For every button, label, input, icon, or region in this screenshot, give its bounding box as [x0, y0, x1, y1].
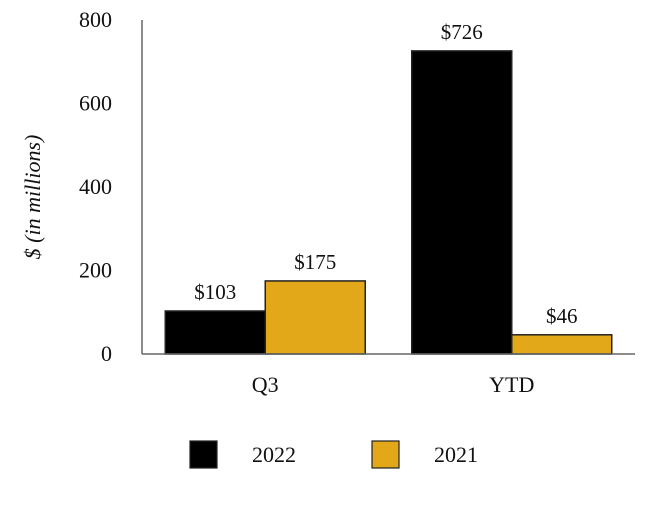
- data-label: $175: [294, 250, 336, 274]
- x-axis-categories: Q3 YTD: [252, 372, 535, 397]
- data-labels: $103 $175 $726 $46: [194, 20, 577, 328]
- bar-2021-Q3: [264, 280, 366, 355]
- y-axis-ticks: 0 200 400 600 800: [79, 7, 112, 366]
- bar-2021-YTD: [511, 334, 613, 355]
- y-tick-label: 600: [79, 91, 112, 116]
- bar-2022-YTD: [411, 50, 513, 355]
- category-label: Q3: [252, 372, 279, 397]
- y-tick-label: 0: [101, 341, 112, 366]
- data-label: $46: [546, 304, 578, 328]
- y-tick-label: 800: [79, 7, 112, 32]
- data-label: $103: [194, 280, 236, 304]
- legend-swatch-2021: [371, 440, 400, 469]
- legend-label: 2022: [252, 442, 296, 467]
- legend-label: 2021: [434, 442, 478, 467]
- bars: [164, 50, 613, 355]
- bar-2022-Q3: [164, 310, 266, 355]
- y-axis-title: $ (in millions): [20, 135, 45, 260]
- y-tick-label: 400: [79, 174, 112, 199]
- legend: 2022 2021: [189, 440, 478, 469]
- legend-swatch-2022: [189, 440, 218, 469]
- category-label: YTD: [489, 372, 534, 397]
- data-label: $726: [441, 20, 483, 44]
- y-tick-label: 200: [79, 258, 112, 283]
